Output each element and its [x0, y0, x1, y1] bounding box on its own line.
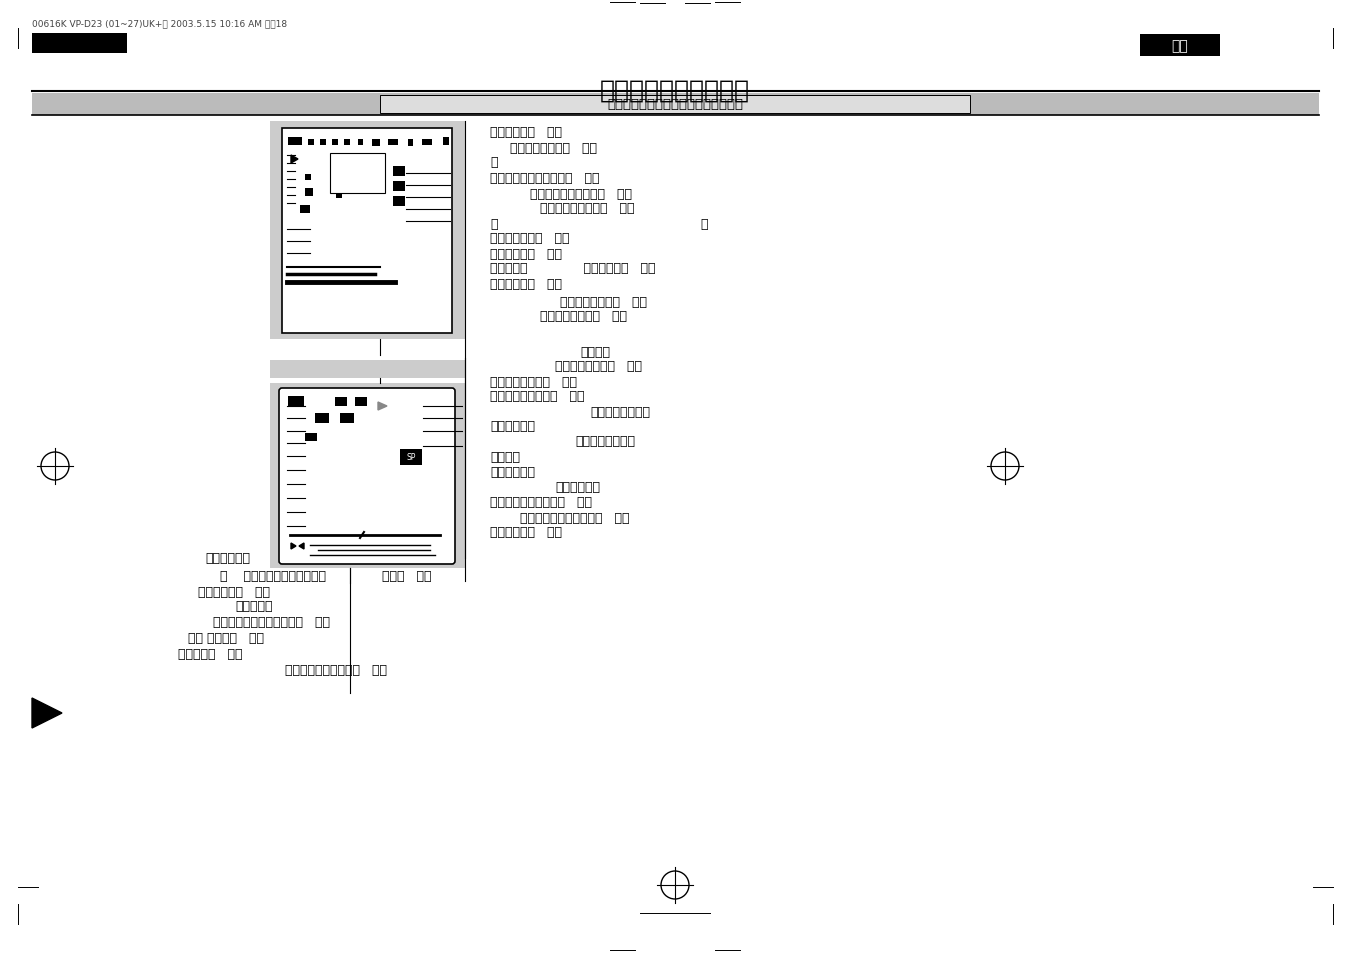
Bar [340, 414, 354, 423]
Bar [408, 140, 413, 147]
Polygon shape [290, 543, 296, 550]
Text: 变焦 确认（见   页）: 变焦 确认（见 页） [188, 631, 263, 644]
Text: 变焦位置（见   页）: 变焦位置（见 页） [490, 277, 562, 291]
Text: （以分钟计）: （以分钟计） [490, 420, 535, 433]
Bar [330, 153, 385, 193]
Polygon shape [290, 156, 299, 164]
Text: （摄像机和放像机模式下的在屏显示）: （摄像机和放像机模式下的在屏显示） [607, 98, 743, 112]
Bar [270, 122, 465, 339]
Text: （拍照）模式: （拍照）模式 [555, 481, 600, 494]
Text: 音频播放频道: 音频播放频道 [205, 552, 250, 565]
Bar [336, 193, 342, 199]
Text: 快门速度和              （曝光）（见   页）: 快门速度和 （曝光）（见 页） [490, 262, 655, 275]
Bar [32, 94, 1319, 116]
Text: （数字图像稳定器）（见   页）: （数字图像稳定器）（见 页） [520, 511, 630, 524]
Text: 音量控制（见   页）: 音量控制（见 页） [490, 526, 562, 539]
Text: （日期时间）（见   页）: （日期时间）（见 页） [540, 310, 627, 323]
Text: 电池电量（见   页）: 电池电量（见 页） [490, 126, 562, 138]
Bar [308, 140, 313, 146]
Text: （风声消除）（见   页）: （风声消除）（见 页） [555, 360, 642, 374]
Text: （夜间拍摄）（见   页）: （夜间拍摄）（见 页） [561, 295, 647, 308]
Text: 00616K VP-D23 (01~27)UK+秒 2003.5.15 10:16 AM 页面18: 00616K VP-D23 (01~27)UK+秒 2003.5.15 10:1… [32, 19, 288, 28]
Bar [355, 397, 367, 407]
Text: （超强夜间拍摄）（见   页）: （超强夜间拍摄）（见 页） [285, 662, 386, 676]
Text: （播放数字特殊效果）（见   页）: （播放数字特殊效果）（见 页） [213, 616, 330, 629]
Bar [270, 360, 465, 378]
Text: 手动调焦（见   页）: 手动调焦（见 页） [490, 247, 562, 260]
Bar [393, 196, 405, 207]
Bar [305, 434, 317, 441]
Bar [305, 174, 311, 181]
Text: （遥控）: （遥控） [580, 345, 611, 358]
Text: （结露）（见   页）: （结露）（见 页） [199, 585, 270, 598]
Bar [300, 206, 309, 213]
Text: 数字特殊效果）模式（见   页）: 数字特殊效果）模式（见 页） [490, 172, 600, 185]
Bar [315, 414, 330, 423]
Bar [393, 182, 405, 192]
Bar [443, 138, 449, 146]
Text: （信息行）: （信息行） [235, 599, 273, 613]
Text: （简易）模式（见   页）: （简易）模式（见 页） [509, 141, 597, 154]
Bar [393, 167, 405, 177]
Text: SP: SP [407, 453, 416, 462]
Bar [335, 397, 347, 407]
Bar [1140, 35, 1220, 57]
Text: （程序自动曝光）（见   页）: （程序自动曝光）（见 页） [530, 188, 632, 200]
Bar [32, 34, 127, 54]
FancyBboxPatch shape [280, 389, 455, 564]
Bar [380, 96, 970, 113]
Text: 零点记忆指示器（见   页）: 零点记忆指示器（见 页） [490, 390, 585, 403]
Bar [332, 140, 338, 146]
Text: 视频灯（见   页）: 视频灯（见 页） [178, 647, 242, 659]
Polygon shape [378, 402, 386, 411]
Bar [358, 140, 363, 146]
Text: 摄录一体机的基本常识: 摄录一体机的基本常识 [600, 79, 750, 103]
Bar [372, 140, 380, 147]
Text: ，: ， [700, 218, 708, 232]
Text: 自拍和等待定时器（见   页）: 自拍和等待定时器（见 页） [490, 496, 592, 509]
Text: （    数据传输模式）（仅限于              ）（见   页）: （ 数据传输模式）（仅限于 ）（见 页） [220, 569, 431, 582]
Text: （剩余的录像带）: （剩余的录像带） [590, 405, 650, 418]
Text: 录制速度模式: 录制速度模式 [490, 466, 535, 479]
Bar [270, 384, 465, 568]
Text: 背光补偿）（见   页）: 背光补偿）（见 页） [490, 233, 570, 245]
Bar [282, 129, 453, 334]
Bar [288, 138, 303, 146]
Bar [388, 140, 399, 146]
Text: 操作模式: 操作模式 [490, 451, 520, 464]
Bar [305, 189, 313, 196]
Bar [288, 396, 304, 407]
Text: （: （ [490, 156, 497, 170]
Bar [422, 140, 432, 146]
Bar [345, 140, 350, 146]
Bar [320, 140, 326, 146]
Text: （: （ [490, 218, 497, 232]
Text: （白平衡）模式（见   页）: （白平衡）模式（见 页） [540, 202, 635, 215]
Polygon shape [299, 543, 304, 550]
Polygon shape [32, 699, 62, 728]
Text: （录像带计数器）: （录像带计数器） [576, 435, 635, 448]
Text: 中文: 中文 [1171, 39, 1189, 53]
Bar [400, 450, 422, 465]
Text: 自动录制模式（见   页）: 自动录制模式（见 页） [490, 375, 577, 388]
